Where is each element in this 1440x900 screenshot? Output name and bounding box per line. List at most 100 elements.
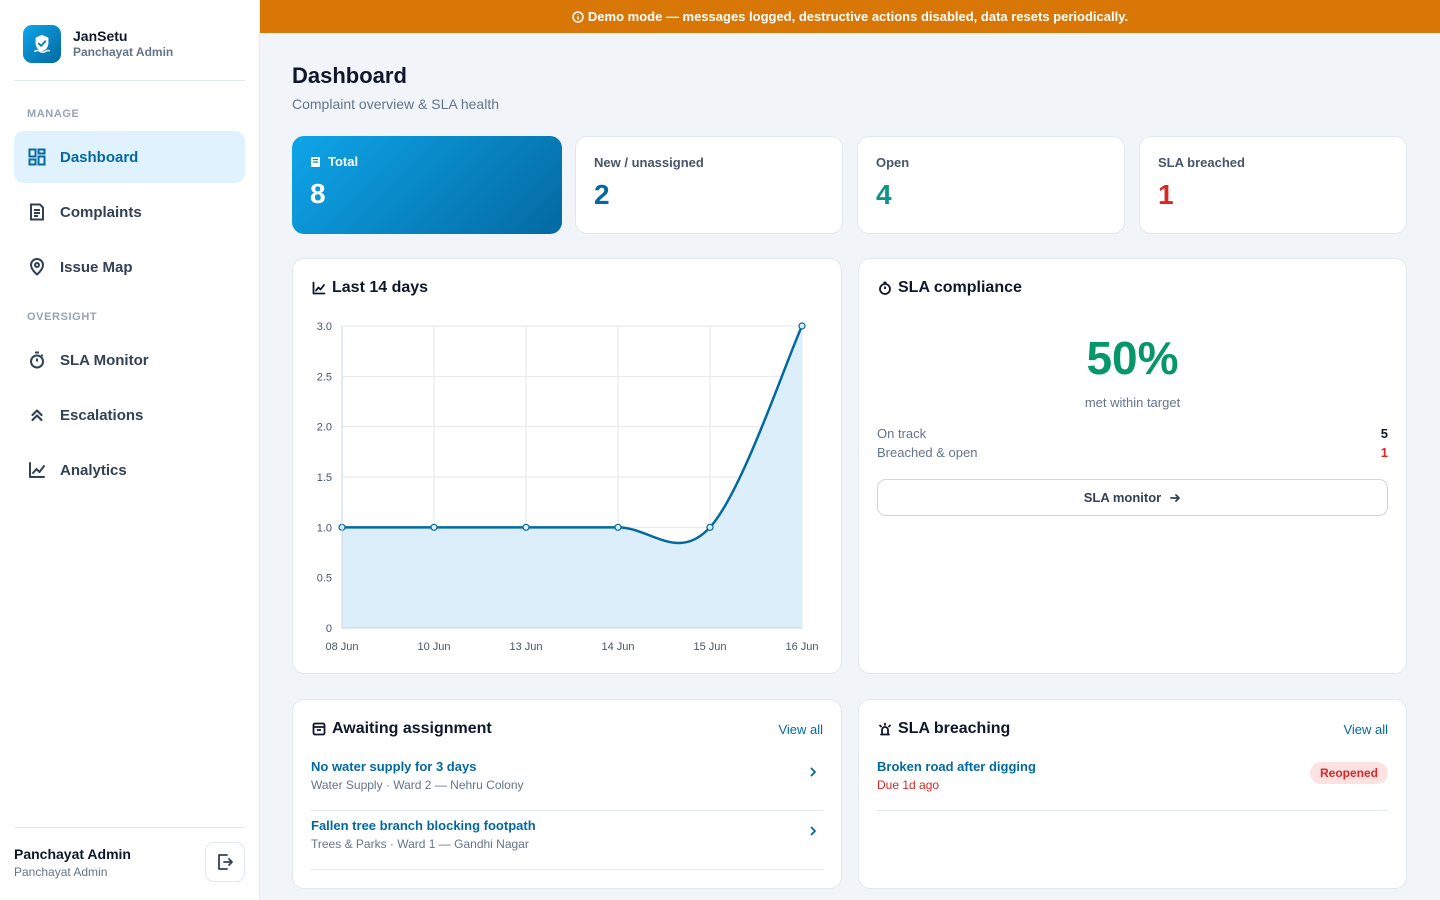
trend-chart: 0 0.5 1.0 1.5 2.0 2.5 3.0 08 Jun 10 Jun 13 Jun 14 … <box>317 321 819 653</box>
user-role: Panchayat Admin <box>14 865 108 879</box>
list-item-title: No water supply for 3 days <box>311 759 477 774</box>
x-tick-label: 16 Jun <box>785 641 818 653</box>
page-title: Dashboard <box>292 63 407 88</box>
x-tick-label: 10 Jun <box>417 641 450 653</box>
info-icon <box>572 10 584 23</box>
nav-item-sla-monitor[interactable]: SLA Monitor <box>14 334 245 386</box>
stat-value: 2 <box>594 179 610 210</box>
page-subtitle: Complaint overview & SLA health <box>292 96 499 112</box>
sla-row-label: On track <box>877 426 927 441</box>
nav-label: Dashboard <box>60 148 139 166</box>
stat-label: Open <box>876 155 910 170</box>
chevron-right-icon <box>807 825 819 837</box>
brand[interactable]: JanSetu Panchayat Admin <box>23 25 173 63</box>
trend-chart-panel: Last 14 days 0 0.5 1.0 1.5 2.0 2.5 3.0 08 Jun 10… <box>292 258 842 674</box>
stat-card-new-unassigned[interactable]: New / unassigned 2 <box>575 136 843 234</box>
stat-label: SLA breached <box>1158 155 1245 170</box>
y-tick-label: 2.0 <box>317 422 332 434</box>
timer-icon <box>28 351 46 369</box>
list-item-subtitle: Trees & Parks · Ward 1 — Gandhi Nagar <box>311 837 529 851</box>
chart-line-icon <box>312 281 326 295</box>
sla-compliance-panel: SLA compliance 50% met within target On … <box>858 258 1407 674</box>
list-item[interactable]: Broken road after digging Due 1d ago Reo… <box>877 752 1388 811</box>
logout-button[interactable] <box>205 842 245 882</box>
awaiting-assignment-panel: Awaiting assignment View all No water su… <box>292 699 842 889</box>
list-item[interactable]: No water supply for 3 days Water Supply … <box>311 752 823 811</box>
timer-icon <box>878 281 892 295</box>
list-item-due: Due 1d ago <box>877 778 940 792</box>
y-tick-label: 1.0 <box>317 522 332 534</box>
data-point <box>798 322 806 330</box>
sla-row-breached-open: Breached & open 1 <box>877 445 1388 460</box>
nav-label: SLA Monitor <box>60 351 149 369</box>
data-point <box>614 523 622 531</box>
chart-line-icon <box>28 461 46 479</box>
list-item-title: Fallen tree branch blocking footpath <box>311 818 536 833</box>
sla-percent: 50% <box>1086 332 1179 384</box>
list-item-title: Broken road after digging <box>877 759 1036 774</box>
view-all-link[interactable]: View all <box>1343 722 1388 737</box>
app-subtitle: Panchayat Admin <box>73 45 174 59</box>
sla-row-value: 5 <box>1380 426 1388 441</box>
sla-row-on-track: On track 5 <box>877 426 1388 441</box>
sla-monitor-button[interactable]: SLA monitor <box>877 479 1388 516</box>
nav-item-dashboard[interactable]: Dashboard <box>14 131 245 183</box>
stat-label: New / unassigned <box>594 155 704 170</box>
divider <box>14 827 245 828</box>
sidebar: JanSetu Panchayat Admin MANAGE Dashboard… <box>0 0 260 900</box>
nav-label: Escalations <box>60 406 144 424</box>
dashboard-icon <box>28 148 46 166</box>
x-tick-label: 08 Jun <box>325 641 358 653</box>
nav-label: Complaints <box>60 203 142 221</box>
nav-label: Issue Map <box>60 258 133 276</box>
stat-card-sla-breached[interactable]: SLA breached 1 <box>1139 136 1407 234</box>
demo-banner-text: Demo mode — messages logged, destructive… <box>587 9 1129 24</box>
stat-card-total[interactable]: Total 8 <box>292 136 562 234</box>
list-item[interactable]: Fallen tree branch blocking footpath Tre… <box>311 811 823 870</box>
alarm-icon <box>878 722 892 736</box>
sla-row-label: Breached & open <box>877 445 978 460</box>
y-tick-label: 2.5 <box>317 371 332 383</box>
status-badge: Reopened <box>1309 762 1388 784</box>
x-tick-label: 15 Jun <box>693 641 726 653</box>
nav-item-issue-map[interactable]: Issue Map <box>14 241 245 293</box>
panel-title: SLA compliance <box>898 279 1022 296</box>
data-point <box>430 523 438 531</box>
logout-icon <box>216 853 234 871</box>
nav-item-analytics[interactable]: Analytics <box>14 444 245 496</box>
area-fill <box>342 326 802 628</box>
inbox-icon <box>312 722 326 736</box>
user-name: Panchayat Admin <box>14 846 131 862</box>
demo-banner: Demo mode — messages logged, destructive… <box>260 0 1440 33</box>
divider <box>14 80 245 81</box>
x-tick-label: 14 Jun <box>601 641 634 653</box>
stat-card-open[interactable]: Open 4 <box>857 136 1125 234</box>
view-all-link[interactable]: View all <box>778 722 823 737</box>
sla-caption: met within target <box>1084 395 1181 410</box>
nav-label: Analytics <box>60 461 127 479</box>
panel-title: SLA breaching <box>898 720 1011 737</box>
panel-title: Awaiting assignment <box>332 720 492 737</box>
sla-row-value: 1 <box>1380 445 1388 460</box>
document-icon <box>28 203 46 221</box>
nav-section-manage: MANAGE <box>27 108 80 120</box>
stat-value: 1 <box>1158 179 1174 210</box>
panel-title: Last 14 days <box>332 279 429 296</box>
list-item-subtitle: Water Supply · Ward 2 — Nehru Colony <box>311 778 524 792</box>
data-point <box>706 523 714 531</box>
y-tick-label: 1.5 <box>317 472 332 484</box>
nav-item-escalations[interactable]: Escalations <box>14 389 245 441</box>
chevron-right-icon <box>807 766 819 778</box>
y-tick-label: 0 <box>326 623 332 635</box>
map-pin-icon <box>28 258 46 276</box>
stat-label: Total <box>328 154 359 169</box>
app-logo-icon <box>23 25 61 63</box>
y-tick-label: 3.0 <box>317 321 332 333</box>
data-point <box>522 523 530 531</box>
stat-value: 8 <box>310 178 326 209</box>
chevrons-up-icon <box>28 406 46 424</box>
sla-breaching-panel: SLA breaching View all Broken road after… <box>858 699 1407 889</box>
nav-section-oversight: OVERSIGHT <box>27 311 98 323</box>
nav-item-complaints[interactable]: Complaints <box>14 186 245 238</box>
sla-monitor-button-label: SLA monitor <box>1083 490 1162 505</box>
